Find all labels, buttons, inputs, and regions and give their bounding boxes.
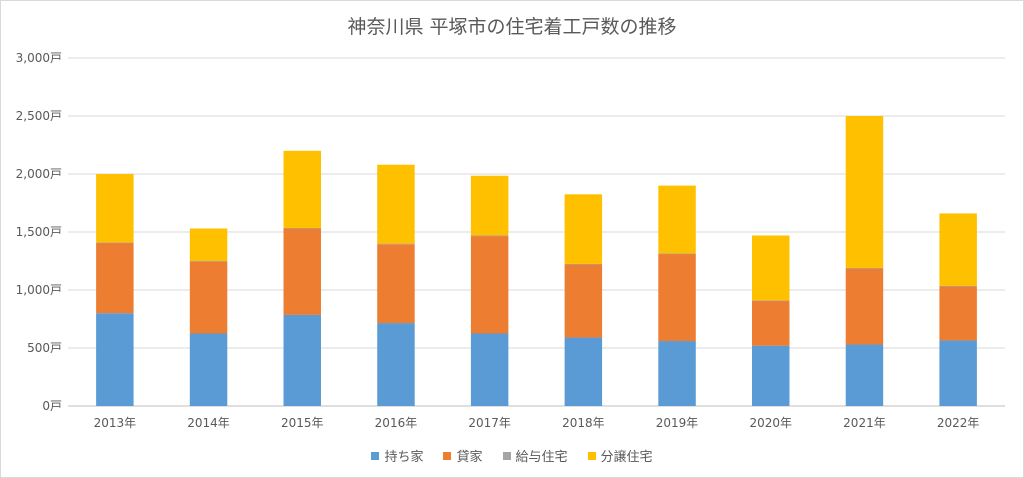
legend-item: 給与住宅 [502,446,568,465]
bar-segment [658,341,696,406]
x-tick-label: 2015年 [281,416,324,430]
legend-label: 持ち家 [384,450,424,465]
y-tick-label: 2,000戸 [16,167,62,181]
bar-segment [189,228,228,261]
legend-swatch [443,451,452,460]
bar-segment [845,268,884,345]
bar-segment [564,263,603,265]
bar-segment [658,185,696,254]
x-tick-label: 2013年 [94,416,137,430]
bar-segment [470,175,509,236]
y-tick-label: 3,000戸 [16,51,62,65]
bar-segment [845,116,884,268]
bar-segment [283,150,321,228]
y-tick-label: 500戸 [27,341,62,355]
legend-label: 給与住宅 [515,450,568,465]
bar-segment [283,227,321,229]
legend-swatch [587,451,596,460]
legend: 持ち家 貸家 給与住宅 分譲住宅 [0,446,1024,465]
bar-segment [564,337,603,406]
bar-segment [939,340,977,406]
bar-segment [96,313,134,406]
x-tick-label: 2017年 [468,416,511,430]
y-tick-label: 0戸 [42,399,62,413]
chart-title: 神奈川県 平塚市の住宅着工戸数の推移 [347,16,677,38]
bar-segment [845,344,884,406]
bar-segment [752,301,790,346]
legend-label: 貸家 [456,450,483,465]
x-tick-label: 2014年 [187,416,230,430]
y-tick-label: 1,500戸 [16,225,62,239]
x-tick-label: 2018年 [562,416,605,430]
bar-segment [845,267,884,269]
y-axis-ticks: 0戸 500戸 1,000戸 1,500戸 2,000戸 2,500戸 3,000戸 [16,51,62,413]
y-tick-label: 2,500戸 [16,109,62,123]
x-tick-label: 2022年 [937,416,980,430]
bar-segment [470,235,509,237]
bar-segment [564,264,603,338]
bar-segment [96,242,134,244]
bar-segment [658,253,696,255]
bar-segment [283,228,321,315]
x-tick-label: 2019年 [656,416,699,430]
bar-segment [96,243,134,314]
legend-swatch [371,451,380,460]
bars [96,116,977,406]
legend-label: 分譲住宅 [600,450,653,465]
legend-item: 持ち家 [371,446,423,465]
x-tick-label: 2021年 [843,416,886,430]
bar-segment [189,261,228,262]
y-tick-label: 1,000戸 [16,283,62,297]
bar-segment [752,235,790,301]
bar-segment [189,333,228,406]
bar-segment [939,286,977,341]
bar-segment [96,174,134,243]
bar-segment [189,261,228,334]
bar-segment [752,300,790,302]
bar-segment [470,333,509,406]
bar-segment [377,323,415,406]
bar-segment [470,236,509,334]
x-axis-ticks: 2013年 2014年 2015年 2016年 2017年 2018年 2019年 2020年… [94,416,980,430]
legend-swatch [502,451,511,460]
bar-segment [939,213,977,286]
bar-segment [377,244,415,324]
bar-segment [939,285,977,287]
x-tick-label: 2016年 [375,416,418,430]
x-tick-label: 2020年 [749,416,792,430]
bar-segment [283,314,321,406]
bar-segment [377,243,415,245]
bar-segment [752,345,790,406]
bar-segment [564,194,603,264]
legend-item: 分譲住宅 [587,446,653,465]
bar-segment [377,164,415,244]
legend-item: 貸家 [443,446,483,465]
bar-segment [658,254,696,342]
